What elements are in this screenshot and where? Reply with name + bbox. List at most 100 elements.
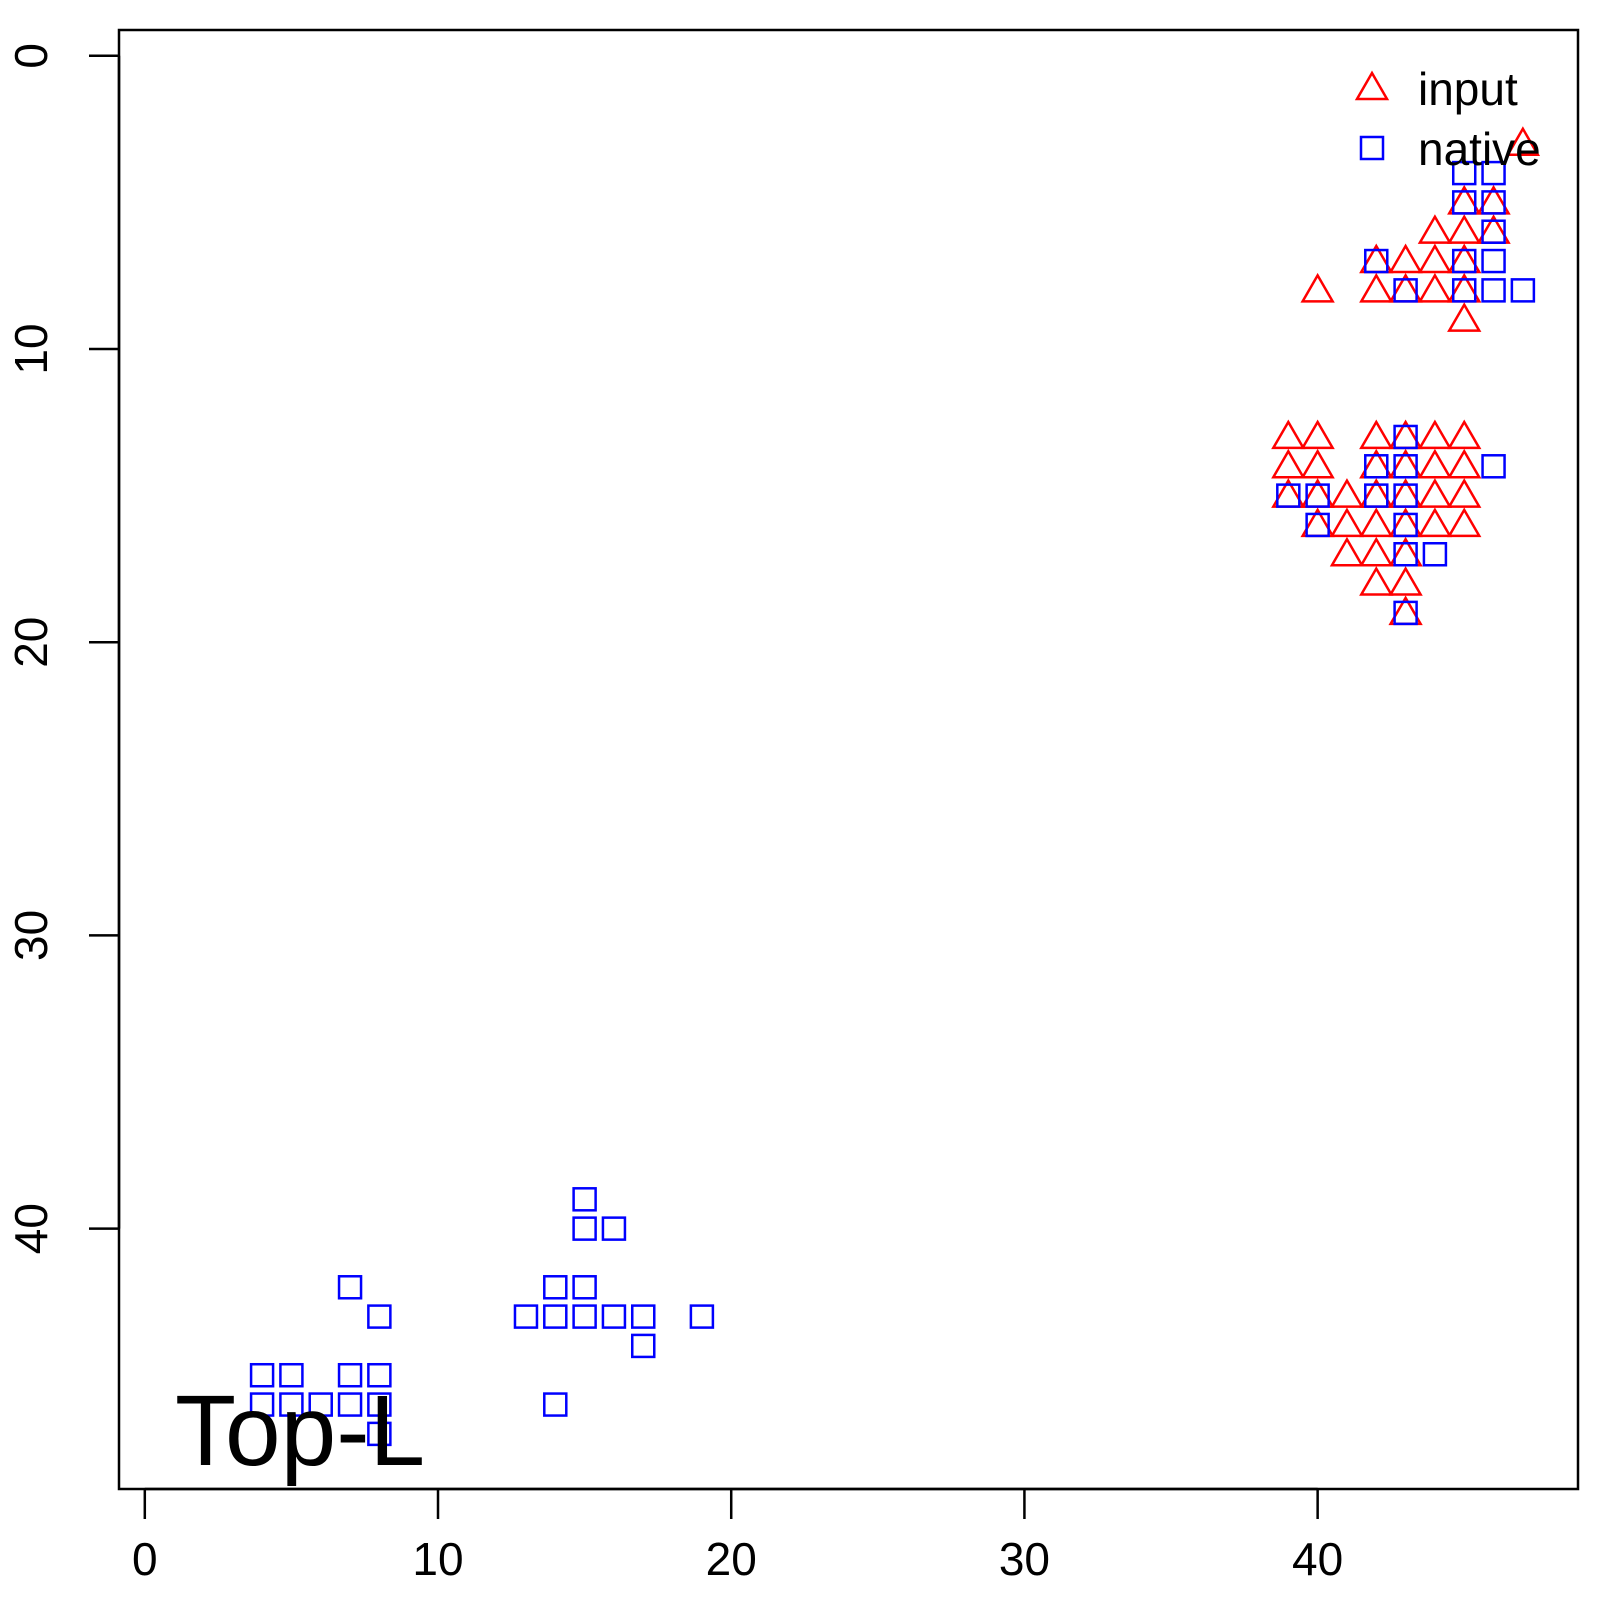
input-point (1359, 536, 1394, 567)
native-point (1481, 190, 1506, 215)
native-point (1393, 278, 1418, 303)
native-point (1393, 512, 1418, 538)
plot-frame (117, 28, 1580, 1491)
input-point (1388, 566, 1423, 596)
x-tick-label: 10 (412, 1533, 463, 1585)
native-point (513, 1304, 539, 1329)
native-point (572, 1275, 597, 1300)
series-native (249, 160, 1536, 1447)
native-point (249, 1392, 275, 1417)
native-point (572, 1187, 597, 1212)
input-point (1329, 507, 1365, 538)
input-point (1359, 566, 1394, 596)
native-point (1305, 512, 1330, 538)
native-point (1451, 248, 1477, 274)
native-point (1393, 483, 1418, 508)
input-point (1329, 536, 1365, 567)
native-point (1481, 248, 1506, 274)
input-point (1359, 272, 1394, 303)
native-point (308, 1392, 333, 1417)
input-point (1417, 272, 1453, 303)
native-point (1364, 454, 1389, 479)
native-point (1364, 483, 1389, 508)
input-point (1388, 243, 1423, 274)
native-point (1481, 160, 1506, 186)
input-point (1359, 507, 1394, 538)
x-tick-label: 20 (706, 1533, 757, 1585)
input-point (1359, 419, 1394, 450)
input-point (1417, 448, 1453, 479)
input-point (1447, 419, 1482, 450)
native-point (1481, 278, 1506, 303)
legend: input native (1354, 63, 1541, 175)
input-point (1271, 448, 1306, 479)
input-point (1300, 419, 1335, 450)
y-tick-label: 30 (5, 910, 57, 961)
input-point (1417, 478, 1453, 508)
input-point (1447, 214, 1482, 244)
native-point (631, 1304, 656, 1329)
input-point (1447, 478, 1482, 508)
native-point (1422, 542, 1448, 567)
native-point (1393, 600, 1418, 626)
native-point (1451, 160, 1477, 186)
native-point (337, 1275, 363, 1300)
input-point (1417, 214, 1453, 244)
native-point (367, 1362, 392, 1388)
input-point (1300, 448, 1335, 479)
native-point (367, 1304, 392, 1329)
native-point (1276, 483, 1301, 508)
native-point (601, 1216, 627, 1241)
input-point (1505, 126, 1541, 156)
native-point (543, 1392, 568, 1417)
native-point (337, 1392, 363, 1417)
y-tick-label: 20 (5, 617, 57, 668)
native-point (572, 1216, 597, 1241)
native-point (543, 1275, 568, 1300)
native-point (1451, 278, 1477, 303)
y-tick-label: 10 (5, 323, 57, 374)
native-point (1451, 190, 1477, 215)
native-point (601, 1304, 627, 1329)
input-point (1417, 243, 1453, 274)
native-point (279, 1392, 304, 1417)
plot-marks (249, 126, 1541, 1447)
x-axis: 0 10 20 30 40 (132, 1487, 1343, 1585)
native-point (1364, 248, 1389, 274)
native-point (631, 1333, 656, 1359)
native-point (279, 1362, 304, 1388)
input-point (1329, 478, 1365, 508)
input-point (1300, 272, 1335, 303)
x-tick-label: 40 (1292, 1533, 1343, 1585)
y-tick-label: 40 (5, 1203, 57, 1254)
native-point (1393, 454, 1418, 479)
native-point (572, 1304, 597, 1329)
native-point (1393, 542, 1418, 567)
legend-input-label: input (1418, 63, 1518, 115)
native-point (689, 1304, 715, 1329)
y-tick-label: 0 (5, 43, 57, 69)
plot-annotation: Top-L (175, 1375, 425, 1487)
native-point (1393, 424, 1418, 450)
native-point (249, 1362, 275, 1388)
legend-input-marker (1354, 70, 1390, 101)
native-point (1481, 219, 1506, 244)
native-point (1481, 454, 1506, 479)
x-tick-label: 0 (132, 1533, 158, 1585)
input-point (1447, 448, 1482, 479)
legend-native-label: native (1418, 123, 1541, 175)
native-point (1305, 483, 1330, 508)
native-point (367, 1421, 392, 1447)
native-point (367, 1392, 392, 1417)
native-point (1510, 278, 1536, 303)
legend-native-marker (1359, 135, 1385, 161)
input-point (1447, 507, 1482, 538)
input-point (1271, 419, 1306, 450)
series-input (1271, 126, 1541, 626)
x-tick-label: 30 (999, 1533, 1050, 1585)
input-point (1417, 419, 1453, 450)
native-point (543, 1304, 568, 1329)
native-point (337, 1362, 363, 1388)
input-point (1447, 302, 1482, 332)
